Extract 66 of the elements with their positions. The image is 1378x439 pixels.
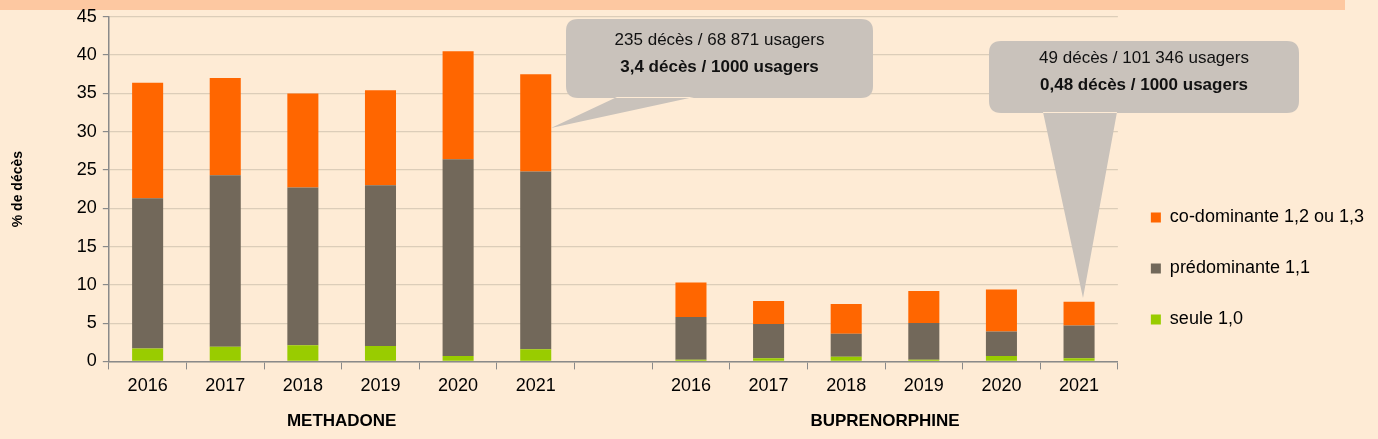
bar bbox=[675, 316, 707, 360]
annotation: 0,48 décès / 1000 usagers bbox=[1040, 75, 1248, 95]
bar bbox=[287, 345, 319, 361]
text: BUPRENORPHINE bbox=[810, 411, 960, 431]
annotation: 49 décès / 101 346 usagers bbox=[1039, 48, 1249, 68]
bar bbox=[830, 333, 862, 357]
x-tick-label: 2021 bbox=[1059, 375, 1100, 396]
x-tick-label: 2017 bbox=[205, 375, 246, 396]
legend-label: seule 1,0 bbox=[1169, 308, 1243, 329]
bar bbox=[132, 198, 164, 349]
legend-label: co-dominante 1,2 ou 1,3 bbox=[1169, 206, 1365, 227]
bar bbox=[287, 93, 319, 188]
y-tick-label: 20 bbox=[76, 197, 97, 218]
bar bbox=[287, 187, 319, 346]
y-tick-label: 35 bbox=[76, 82, 97, 103]
y-tick-label: 10 bbox=[76, 273, 97, 294]
bar bbox=[209, 78, 241, 176]
text: METHADONE bbox=[286, 411, 397, 431]
bar bbox=[830, 303, 862, 334]
y-tick-label: 45 bbox=[76, 5, 97, 26]
x-tick-label: 2020 bbox=[438, 375, 479, 396]
bar bbox=[830, 356, 862, 361]
bar bbox=[364, 185, 397, 347]
bar bbox=[1063, 325, 1095, 359]
x-tick-label: 2019 bbox=[360, 375, 401, 396]
x-tick-label: 2021 bbox=[515, 375, 556, 396]
x-tick-label: 2018 bbox=[282, 375, 323, 396]
x-tick-label: 2020 bbox=[981, 375, 1022, 396]
y-tick-label: 5 bbox=[86, 312, 97, 333]
bar bbox=[442, 51, 474, 160]
x-tick-label: 2016 bbox=[127, 375, 168, 396]
x-tick-label: 2019 bbox=[903, 375, 944, 396]
x-tick-label: 2018 bbox=[826, 375, 867, 396]
bar bbox=[364, 90, 397, 186]
bar bbox=[985, 289, 1017, 332]
bar bbox=[209, 175, 241, 347]
bar bbox=[520, 171, 552, 350]
y-axis-title: % de décès bbox=[9, 150, 26, 228]
bar bbox=[442, 159, 474, 357]
y-tick-label: 15 bbox=[76, 235, 97, 256]
bar bbox=[132, 82, 164, 199]
bar bbox=[520, 349, 552, 361]
y-tick-label: 25 bbox=[76, 158, 97, 179]
x-tick-label: 2016 bbox=[670, 375, 711, 396]
bar bbox=[364, 346, 397, 361]
bar bbox=[520, 74, 552, 172]
y-tick-label: 30 bbox=[76, 120, 97, 141]
bar bbox=[442, 356, 474, 361]
y-tick-label: 40 bbox=[76, 44, 97, 65]
bar bbox=[908, 290, 940, 324]
legend-label: prédominante 1,1 bbox=[1169, 257, 1310, 278]
bar bbox=[753, 300, 785, 324]
bar bbox=[753, 323, 785, 359]
annotation: 3,4 décès / 1000 usagers bbox=[620, 56, 819, 77]
annotation: 235 décès / 68 871 usagers bbox=[614, 29, 825, 50]
bar bbox=[985, 356, 1017, 361]
bar bbox=[209, 346, 241, 361]
bar bbox=[1063, 358, 1095, 361]
bar bbox=[1063, 301, 1095, 326]
y-tick-label: 0 bbox=[86, 350, 97, 371]
bar bbox=[985, 331, 1017, 357]
bar bbox=[132, 348, 164, 361]
x-tick-label: 2017 bbox=[748, 375, 789, 396]
bar bbox=[753, 358, 785, 361]
bar bbox=[908, 323, 940, 360]
bar bbox=[675, 282, 707, 317]
